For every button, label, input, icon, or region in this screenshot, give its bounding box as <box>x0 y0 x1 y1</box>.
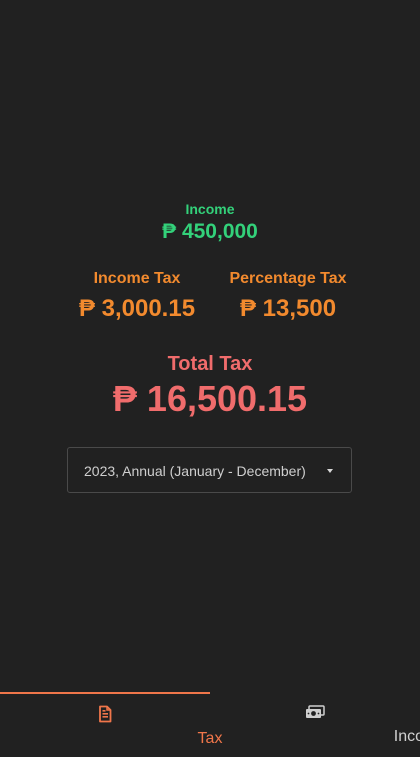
total-tax-label: Total Tax <box>167 353 253 375</box>
income-tax-value: ₱ 3,000.15 <box>78 295 196 322</box>
period-select-value: 2023, Annual (January - December) <box>84 463 306 479</box>
period-select[interactable]: 2023, Annual (January - December) <box>67 447 352 493</box>
total-tax-value: ₱ 16,500.15 <box>112 378 308 419</box>
cash-icon <box>306 705 325 718</box>
bottom-navigation: Tax Income <box>0 692 420 757</box>
income-label: Income <box>185 201 235 217</box>
percentage-tax-label: Percentage Tax <box>229 270 347 287</box>
percentage-tax-value: ₱ 13,500 <box>239 295 337 322</box>
income-tax-label: Income Tax <box>93 270 181 287</box>
caret-down-icon <box>327 469 333 473</box>
income-tax-block: Income Tax ₱ 3,000.15 <box>62 270 212 323</box>
percentage-tax-block: Percentage Tax ₱ 13,500 <box>214 270 362 323</box>
tab-income-label: Income <box>393 728 420 745</box>
tab-tax[interactable]: Tax <box>0 692 222 757</box>
tab-income[interactable]: Income <box>210 692 420 757</box>
income-value: ₱ 450,000 <box>162 220 258 243</box>
document-icon <box>99 705 112 723</box>
tab-tax-label: Tax <box>197 730 223 747</box>
